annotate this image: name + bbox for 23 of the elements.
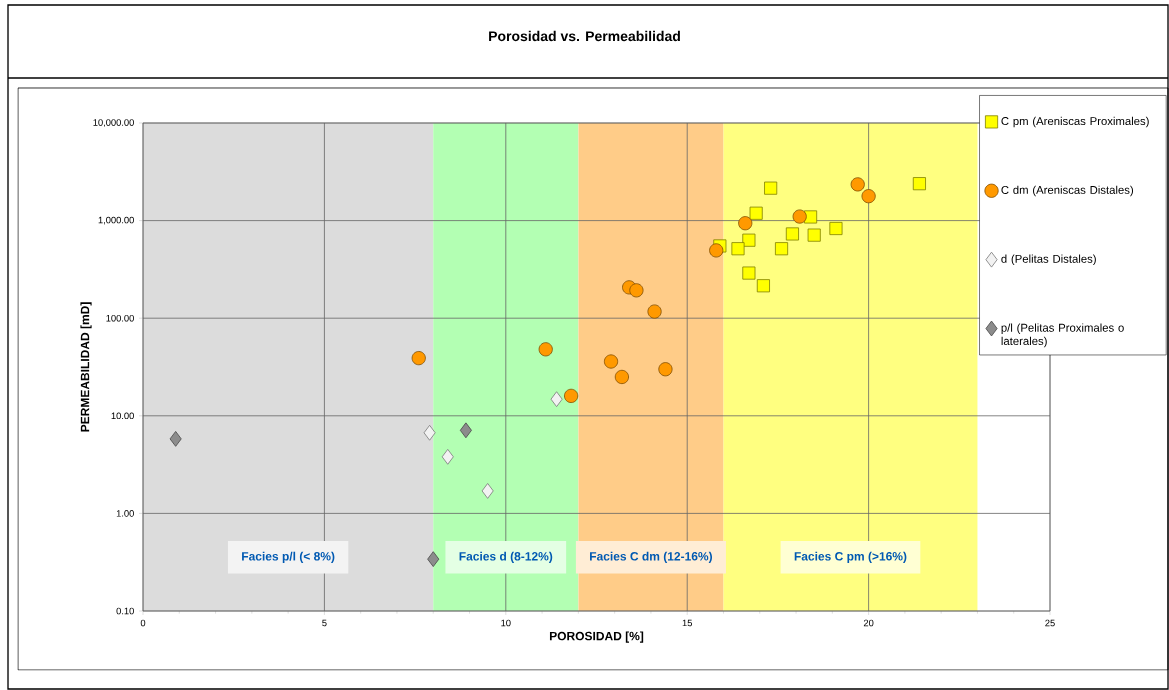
x-tick-label: 25 [1045, 619, 1055, 627]
x-tick-label: 5 [322, 619, 327, 627]
x-axis-title: POROSIDAD [%] [549, 631, 644, 643]
x-tick-label: 10 [501, 619, 511, 627]
legend-label: C pm (Areniscas Proximales) [1001, 116, 1149, 128]
y-tick-label: 100.00 [106, 314, 134, 322]
y-axis-title: PERMEABILIDAD [mD] [80, 302, 92, 432]
y-tick-label: 10.00 [111, 412, 134, 420]
y-tick-label: 1,000.00 [98, 216, 134, 225]
chart-title: Porosidad vs. Permeabilidad [489, 30, 680, 42]
legend-label: C dm (Areniscas Distales) [1001, 185, 1134, 197]
x-tick-label: 15 [682, 619, 692, 627]
legend-label: d (Pelitas Distales) [1001, 254, 1096, 266]
y-tick-label: 1.00 [116, 510, 134, 517]
y-tick-label: 0.10 [116, 607, 134, 615]
x-tick-label: 20 [863, 619, 874, 627]
band-label: Facies p/l (< 8%) [242, 551, 335, 563]
band-label: Facies d (8-12%) [459, 551, 553, 563]
band-label: Facies C dm (12-16%) [590, 551, 713, 563]
legend-label: p/l (Pelitas Proximales o laterales) [1001, 323, 1124, 348]
band-label: Facies C pm (>16%) [794, 551, 907, 563]
y-tick-label: 10,000.00 [93, 119, 134, 127]
x-tick-label: 0 [140, 619, 146, 627]
